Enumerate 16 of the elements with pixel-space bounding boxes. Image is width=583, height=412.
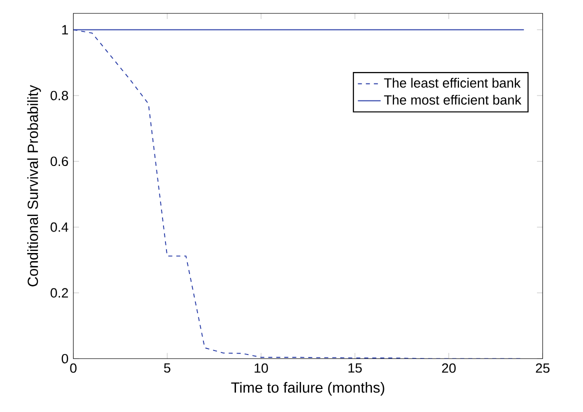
x-tick-label: 0 — [70, 363, 77, 373]
y-tick-label: 0.6 — [50, 156, 68, 166]
y-tick-label: 0.8 — [50, 90, 68, 100]
legend-label: The least efficient bank — [384, 78, 521, 88]
x-tick-label: 20 — [442, 363, 456, 373]
y-axis-title: Conditional Survival Probability — [27, 85, 41, 286]
x-axis-title: Time to failure (months) — [231, 382, 384, 396]
y-tick-label: 0.4 — [50, 222, 68, 232]
x-tick-label: 15 — [348, 363, 362, 373]
y-tick-label: 1 — [62, 25, 68, 34]
legend-label: The most efficient bank — [384, 94, 522, 105]
y-tick-label: 0.2 — [50, 288, 68, 298]
y-tick-label: 0 — [62, 354, 68, 364]
x-tick-label: 25 — [536, 363, 550, 373]
x-tick-label: 10 — [254, 363, 268, 373]
x-tick-label: 5 — [164, 363, 170, 373]
